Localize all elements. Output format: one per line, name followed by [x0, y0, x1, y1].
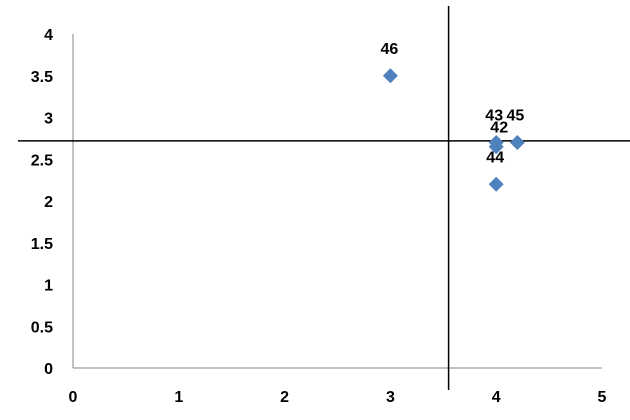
- y-tick-label: 1: [44, 278, 53, 295]
- data-point-label: 42: [490, 120, 508, 137]
- x-tick-label: 3: [386, 389, 395, 406]
- y-tick-label: 0.5: [31, 319, 53, 336]
- data-point-label: 46: [381, 41, 399, 58]
- data-point: [382, 68, 398, 84]
- data-point: [488, 176, 504, 192]
- y-tick-label: 2: [44, 194, 53, 211]
- x-tick-label: 4: [492, 389, 501, 406]
- y-tick-label: 0: [44, 361, 53, 378]
- data-point-label: 43: [485, 108, 503, 125]
- y-tick-label: 1.5: [31, 236, 53, 253]
- data-point: [509, 135, 525, 151]
- x-tick-label: 2: [280, 389, 289, 406]
- data-point-label: 45: [506, 108, 524, 125]
- y-tick-label: 2.5: [31, 152, 53, 169]
- x-tick-label: 5: [598, 389, 607, 406]
- y-tick-label: 3.5: [31, 69, 53, 86]
- x-tick-label: 1: [174, 389, 183, 406]
- data-point-label: 44: [486, 149, 504, 166]
- y-tick-label: 3: [44, 111, 53, 128]
- y-tick-label: 4: [44, 27, 53, 44]
- data-point: [488, 139, 504, 155]
- x-tick-label: 0: [69, 389, 78, 406]
